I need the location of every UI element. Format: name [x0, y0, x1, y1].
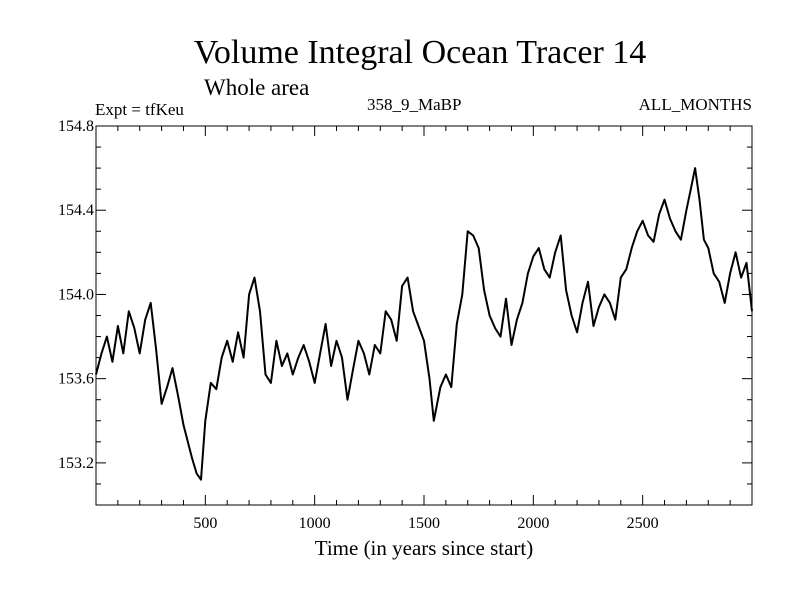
y-tick-label: 153.6: [58, 371, 94, 388]
experiment-label: Expt = tfKeu: [95, 100, 184, 119]
x-tick-label: 2500: [627, 515, 659, 532]
x-tick-label: 1500: [408, 515, 440, 532]
axis-tick-labels: 500 1000 1500 2000 2500 153.2 153.6 154.0 154.4 1…: [58, 118, 659, 532]
series-group: [95, 167, 753, 481]
x-tick-label: 1000: [299, 515, 331, 532]
x-axis-label: Time (in years since start): [314, 536, 534, 560]
y-tick-label: 154.0: [58, 286, 94, 303]
y-tick-label: 154.4: [58, 202, 94, 219]
chart-title: Volume Integral Ocean Tracer 14: [193, 34, 647, 71]
months-label: ALL_MONTHS: [638, 95, 752, 114]
y-tick-label: 153.2: [58, 455, 94, 472]
x-tick-label: 2000: [517, 515, 549, 532]
series-line: [95, 167, 753, 481]
x-tick-label: 500: [193, 515, 217, 532]
axis-ticks: [96, 126, 752, 505]
y-tick-label: 154.8: [58, 118, 94, 135]
period-label: 358_9_MaBP: [367, 95, 462, 114]
plot-frame: [95, 125, 753, 506]
chart-subtitle: Whole area: [204, 75, 310, 100]
